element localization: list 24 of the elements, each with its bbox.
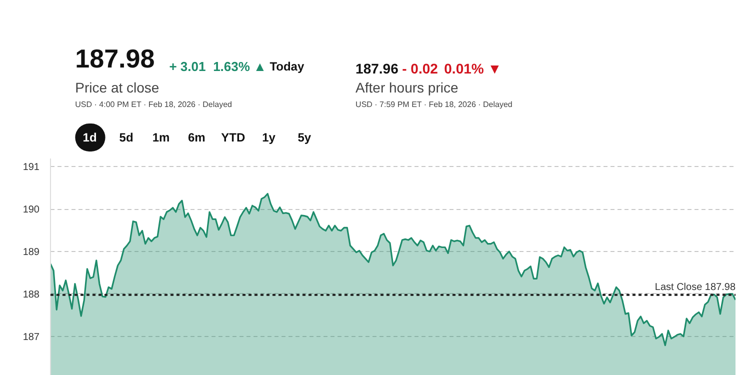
text: + 3.01 bbox=[169, 59, 206, 74]
text: 1.63% ▲ bbox=[213, 59, 266, 74]
text: 6m bbox=[188, 130, 206, 144]
text: 187.98 bbox=[75, 44, 155, 74]
text: Price at close bbox=[75, 80, 160, 96]
text: 187.96 bbox=[356, 60, 399, 76]
y-tick-label: 191 bbox=[22, 162, 40, 174]
text: 1m bbox=[152, 130, 170, 144]
y-tick-label: 190 bbox=[22, 204, 40, 216]
text: 0.01% ▼ bbox=[444, 60, 502, 76]
text: 1d bbox=[82, 130, 97, 144]
text: USD · 7:59 PM ET · Feb 18, 2026 · Delayed bbox=[356, 100, 512, 109]
text: 1y bbox=[262, 130, 276, 144]
text: 5d bbox=[119, 130, 134, 144]
y-tick-label: 187 bbox=[22, 332, 40, 343]
y-tick-label: 189 bbox=[22, 247, 40, 258]
ref-line-label: Last Close 187.98 bbox=[654, 282, 736, 293]
text: After hours price bbox=[356, 80, 458, 96]
text: YTD bbox=[221, 130, 246, 144]
text: USD · 4:00 PM ET · Feb 18, 2026 · Delayed bbox=[75, 100, 232, 109]
text: Today bbox=[270, 60, 304, 74]
text: - 0.02 bbox=[402, 60, 438, 76]
text: 5y bbox=[298, 130, 312, 144]
y-tick-label: 188 bbox=[22, 289, 40, 300]
